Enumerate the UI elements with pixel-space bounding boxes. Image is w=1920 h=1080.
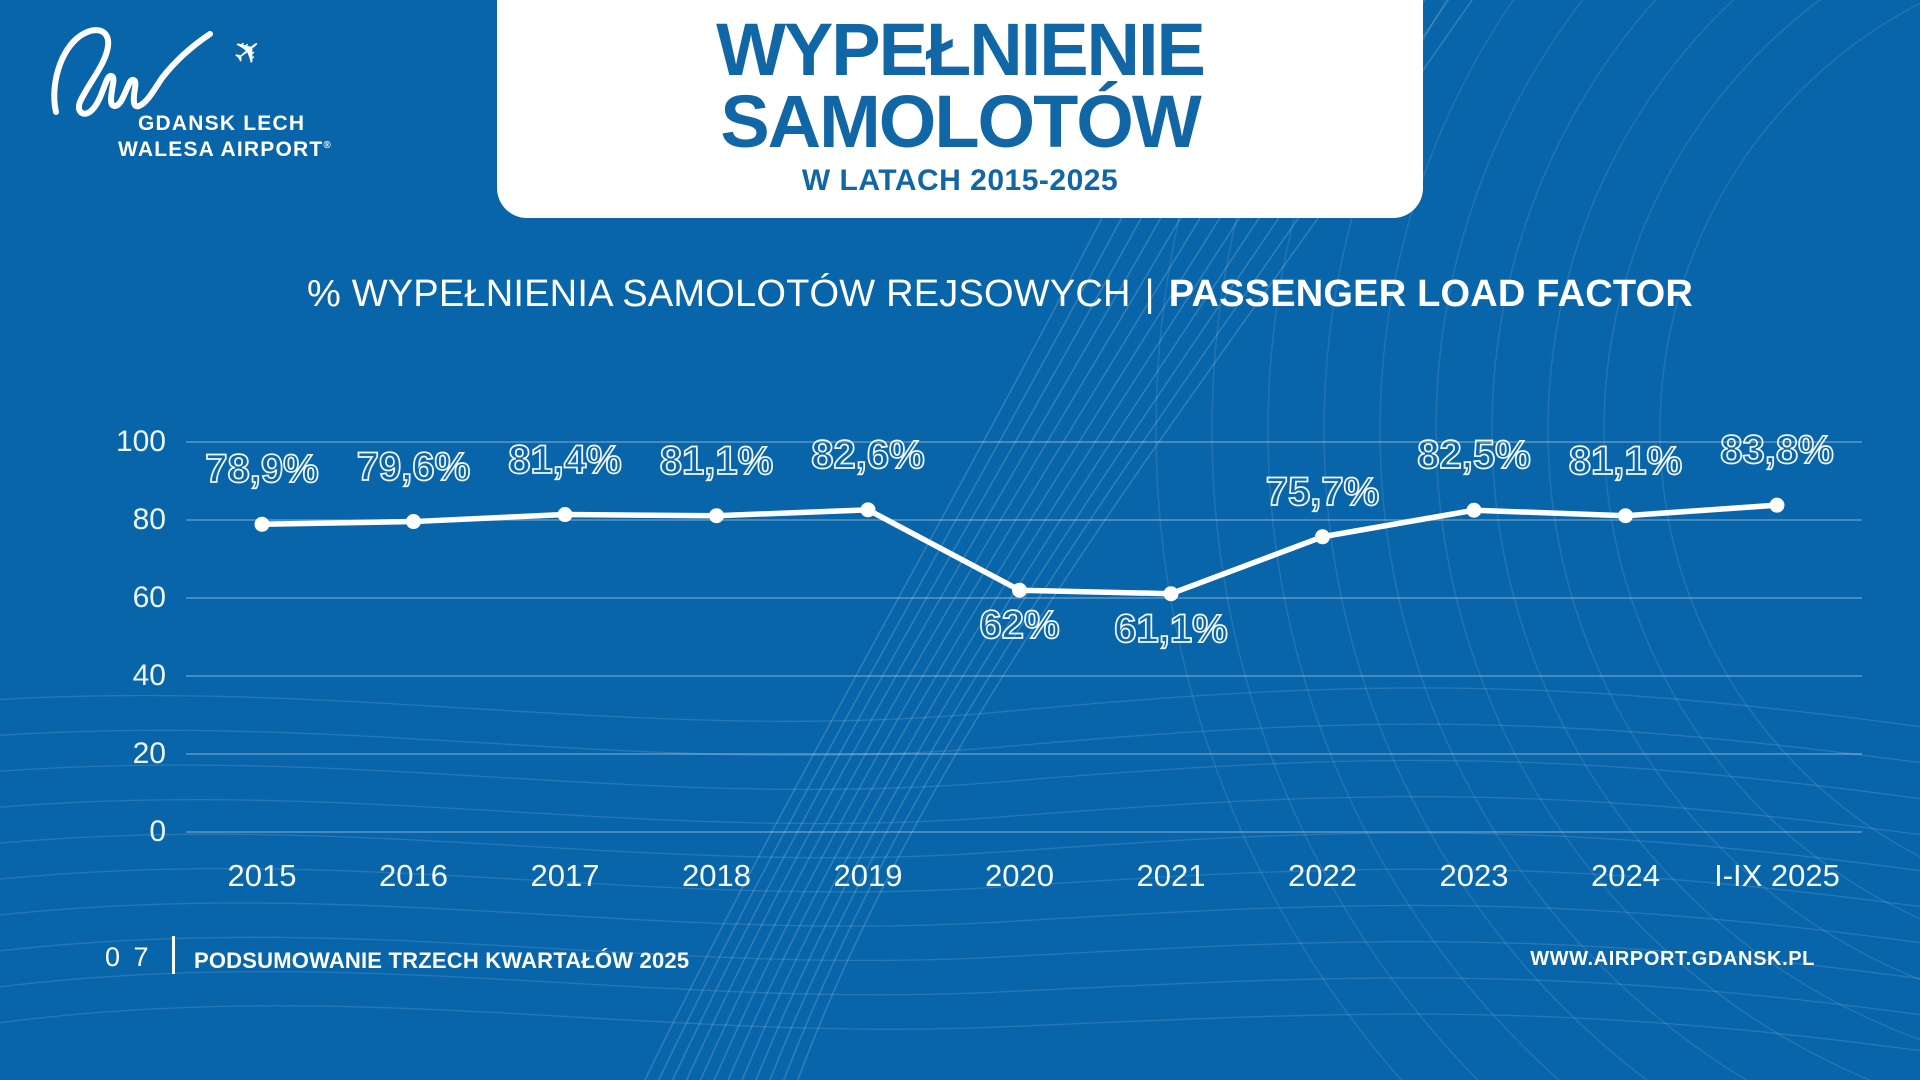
data-point-dot: [860, 502, 876, 518]
y-axis-label: 80: [132, 503, 166, 536]
page-number: 0 7: [105, 942, 152, 972]
chart-header-separator: |: [1144, 273, 1155, 315]
website-url: WWW.AIRPORT.GDANSK.PL: [1530, 948, 1815, 970]
data-point-dot: [1466, 502, 1482, 518]
data-point-dot: [709, 508, 724, 524]
data-point-label: 61,1%: [1113, 606, 1228, 652]
data-point-dot: [557, 507, 573, 523]
x-axis-label: 2015: [227, 858, 297, 893]
data-point-label: 78,9%: [204, 446, 319, 492]
data-point-label: 81,1%: [1568, 438, 1683, 484]
x-axis-label: 2018: [682, 858, 751, 893]
y-axis-label: 0: [149, 815, 166, 848]
report-title: PODSUMOWANIE TRZECH KWARTAŁÓW 2025: [194, 948, 690, 973]
data-point-dot: [1769, 497, 1785, 513]
x-axis-label: 2017: [530, 858, 600, 893]
chart-header-polish-label: % WYPEŁNIENIA SAMOLOTÓW REJSOWYCH: [306, 273, 1131, 315]
x-axis-label: 2019: [833, 858, 903, 893]
logo-text-line1: GDANSK LECH: [138, 112, 306, 135]
data-point-label: 81,4%: [507, 437, 622, 483]
title-line-2: SAMOLOTÓW: [720, 80, 1201, 163]
chart-header: % WYPEŁNIENIA SAMOLOTÓW REJSOWYCH | PASSEN…: [40, 272, 1920, 316]
y-axis-label: 100: [115, 425, 166, 458]
x-axis-label: 2021: [1136, 858, 1206, 893]
data-point-label: 62%: [979, 602, 1061, 648]
title-line-1: WYPEŁNIENIE: [716, 8, 1206, 91]
data-point-label: 83,8%: [1719, 427, 1834, 473]
x-axis-label: I-IX 2025: [1714, 858, 1840, 893]
data-point-label: 82,6%: [810, 432, 925, 478]
data-point-dot: [1163, 586, 1179, 602]
data-point-label: 81,1%: [659, 438, 774, 484]
data-point-dot: [1618, 508, 1633, 524]
x-axis-label: 2022: [1288, 858, 1357, 893]
title-card: WYPEŁNIENIE SAMOLOTÓW W LATACH 2015-2025: [497, 0, 1423, 218]
chart-header-english-label: PASSENGER LOAD FACTOR: [1168, 273, 1694, 315]
y-axis-label: 40: [132, 659, 166, 692]
data-point-dot: [1315, 529, 1330, 545]
data-point-dot: [1012, 582, 1027, 598]
logo-text-line2: WALESA AIRPORT®: [118, 138, 331, 162]
title-subtitle: W LATACH 2015-2025: [801, 164, 1119, 197]
x-axis-label: 2016: [379, 858, 448, 893]
data-point-label: 82,5%: [1416, 432, 1531, 478]
data-point-dot: [254, 516, 270, 532]
data-point-label: 79,6%: [356, 444, 471, 490]
x-axis-label: 2023: [1439, 858, 1509, 893]
x-axis-label: 2020: [985, 858, 1054, 893]
logo-registered-mark: ®: [323, 140, 331, 151]
logo-text-line2-label: WALESA AIRPORT: [118, 138, 324, 161]
chart-line: [259, 502, 1780, 597]
airport-logo: ✈ GDANSK LECH WALESA AIRPORT®: [38, 14, 338, 174]
y-axis-label: 60: [132, 581, 166, 614]
footer-divider: [172, 936, 175, 974]
data-point-label: 75,7%: [1265, 469, 1380, 515]
data-point-dot: [406, 514, 421, 530]
y-axis-label: 20: [132, 737, 166, 770]
x-axis-label: 2024: [1591, 858, 1660, 893]
logo-signature-icon: [51, 27, 213, 117]
